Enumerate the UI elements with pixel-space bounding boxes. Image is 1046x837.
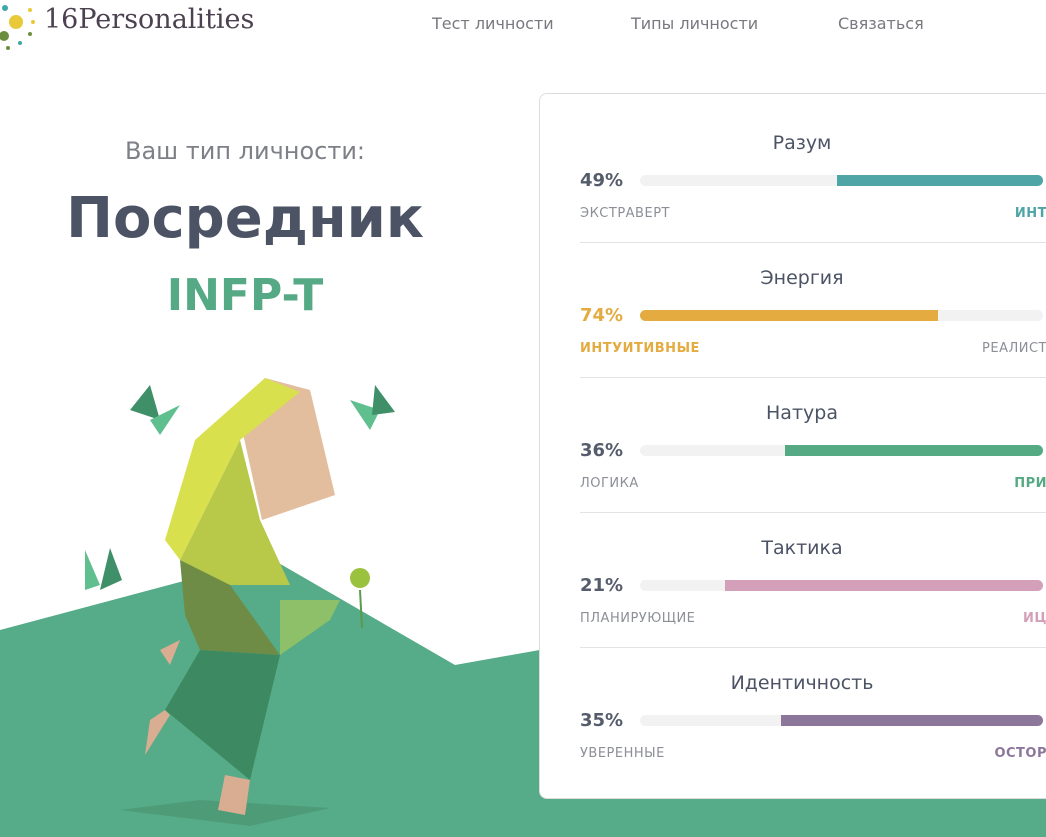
trait-track (640, 175, 1043, 186)
trait-right-label: ИНТ (1014, 206, 1046, 221)
trait-track (640, 445, 1043, 456)
trait-right-label: ПРИ (1014, 476, 1046, 491)
nav-link[interactable]: Связаться (838, 14, 924, 33)
trait-percent: 36% (580, 440, 624, 461)
logo[interactable]: 16Personalities (44, 4, 255, 35)
traits-card: Разум 49% ЭКСТРАВЕРТ ИНТ Энергия 74% ИНТУИТИВН… (539, 93, 1046, 799)
separator (580, 242, 1046, 243)
separator (580, 377, 1046, 378)
trait-title: Идентичность (730, 672, 874, 694)
separator (580, 512, 1046, 513)
subtitle: Ваш тип личности: (124, 137, 365, 165)
trait-track (640, 715, 1043, 726)
type-code: INFP-T (166, 270, 324, 321)
trait-right-label: ИЦ (1023, 611, 1046, 626)
trait-percent: 35% (580, 710, 624, 731)
trait-left-label: УВЕРЕННЫЕ (580, 746, 665, 761)
trait-title: Натура (766, 402, 838, 424)
trait-right-label: ОСТОР (994, 746, 1046, 761)
trait-track (640, 580, 1043, 591)
trait-left-label: ЭКСТРАВЕРТ (580, 206, 670, 221)
nav-link[interactable]: Типы личности (631, 14, 759, 33)
trait-percent: 21% (580, 575, 624, 596)
trait-left-label: ИНТУИТИВНЫЕ (580, 341, 700, 356)
trait-percent: 49% (580, 170, 624, 191)
separator (580, 647, 1046, 648)
trait-track (640, 310, 1043, 321)
trait-title: Тактика (761, 537, 843, 559)
nav-link[interactable]: Тест личности (432, 14, 554, 33)
trait-percent: 74% (580, 305, 624, 326)
trait-left-label: ЛОГИКА (580, 476, 639, 491)
trait-title: Разум (772, 132, 832, 154)
trait-left-label: ПЛАНИРУЮЩИЕ (580, 611, 696, 626)
trait-bar (785, 445, 1043, 456)
trait-bar (837, 175, 1043, 186)
trait-right-label: РЕАЛИСТ (982, 341, 1046, 356)
type-name: Посредник (66, 186, 424, 251)
trait-bar (724, 580, 1043, 591)
trait-bar (781, 715, 1043, 726)
trait-bar (640, 310, 939, 321)
trait-title: Энергия (760, 267, 844, 289)
